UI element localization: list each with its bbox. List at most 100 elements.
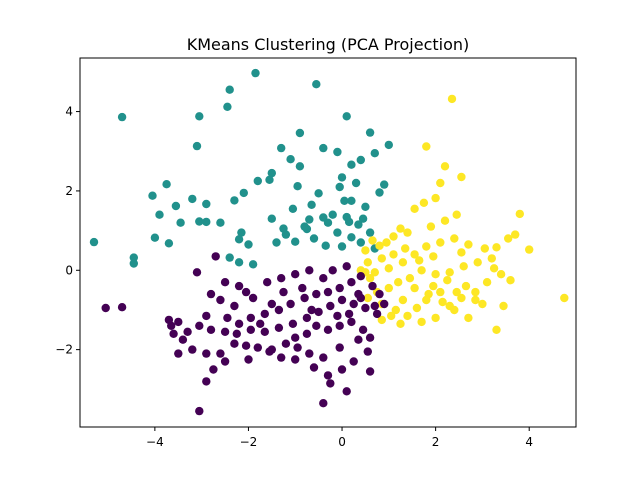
scatter-point-s2-48: [347, 278, 356, 287]
scatter-point-s2-85: [169, 329, 178, 338]
scatter-point-s0-68: [164, 239, 174, 248]
scatter-point-s0-29: [253, 176, 262, 186]
scatter-point-s2-79: [333, 311, 342, 321]
scatter-point-s0-22: [333, 147, 342, 157]
scatter-point-s0-61: [365, 228, 375, 237]
scatter-point-s1-14: [382, 238, 391, 247]
scatter-point-s2-55: [349, 299, 358, 309]
scatter-point-s2-56: [337, 295, 347, 305]
scatter-point-s0-60: [356, 238, 365, 247]
scatter-point-s1-31: [504, 234, 513, 243]
scatter-point-s0-63: [234, 235, 244, 244]
scatter-point-s1-16: [368, 236, 377, 245]
x-tick-label: −2: [240, 435, 258, 449]
scatter-point-s0-6: [188, 194, 197, 204]
scatter-point-s1-29: [480, 244, 489, 253]
scatter-point-s1-52: [457, 293, 466, 303]
scatter-point-s1-65: [387, 311, 396, 321]
scatter-point-s2-10: [302, 329, 312, 338]
scatter-point-s1-23: [398, 258, 408, 267]
x-tick-label: 0: [338, 435, 346, 449]
scatter-point-s1-27: [450, 234, 459, 243]
scatter-point-s0-58: [291, 237, 300, 246]
scatter-point-s0-54: [333, 228, 342, 237]
scatter-point-s2-42: [274, 305, 284, 315]
scatter-point-s0-59: [337, 242, 347, 251]
scatter-point-s1-72: [560, 293, 569, 303]
scatter-point-s0-9: [202, 199, 211, 209]
scatter-point-s2-36: [195, 321, 204, 330]
scatter-point-s1-9: [440, 216, 450, 225]
scatter-point-s2-70: [248, 293, 258, 303]
scatter-point-s0-30: [239, 188, 248, 198]
scatter-point-s1-0: [447, 94, 457, 104]
scatter-point-s2-50: [368, 281, 377, 291]
scatter-point-s1-71: [461, 281, 471, 291]
scatter-point-s0-37: [335, 182, 344, 192]
scatter-point-s0-33: [237, 228, 246, 237]
scatter-point-s1-85: [478, 299, 487, 309]
scatter-point-s2-75: [319, 274, 328, 283]
scatter-point-s1-10: [426, 222, 436, 231]
scatter-point-s0-27: [295, 162, 305, 171]
scatter-point-s2-28: [216, 349, 225, 358]
scatter-point-s1-45: [363, 293, 372, 303]
scatter-point-s1-5: [431, 193, 440, 203]
scatter-point-s1-47: [391, 305, 400, 315]
scatter-point-s2-2: [209, 365, 218, 374]
scatter-point-s0-10: [192, 141, 202, 151]
scatter-point-s2-100: [241, 287, 251, 297]
scatter-point-s1-4: [436, 178, 445, 188]
scatter-point-s0-32: [216, 218, 225, 227]
scatter-point-s2-18: [349, 357, 358, 366]
scatter-point-s0-5: [176, 218, 185, 227]
scatter-point-s2-3: [220, 357, 230, 366]
scatter-point-s1-58: [492, 325, 501, 334]
scatter-point-s2-69: [234, 281, 244, 291]
scatter-point-s2-71: [263, 278, 272, 287]
scatter-point-s1-39: [431, 270, 440, 279]
scatter-point-s1-13: [389, 232, 398, 241]
scatter-point-s2-76: [328, 266, 337, 275]
scatter-point-s1-35: [487, 254, 496, 263]
scatter-point-s2-77: [342, 262, 351, 271]
scatter-point-s2-101: [183, 327, 192, 336]
scatter-point-s2-11: [312, 321, 321, 330]
scatter-point-s2-65: [223, 313, 232, 323]
scatter-point-s0-56: [323, 218, 333, 227]
scatter-point-s1-83: [436, 287, 445, 297]
y-tick-label: 2: [65, 184, 73, 198]
chart-title: KMeans Clustering (PCA Projection): [187, 35, 470, 54]
scatter-point-s2-73: [291, 270, 300, 279]
scatter-point-s2-0: [195, 406, 204, 416]
scatter-point-s0-16: [342, 112, 351, 121]
scatter-point-s2-72: [277, 274, 286, 283]
scatter-point-s2-93: [293, 343, 302, 352]
scatter-point-s2-54: [361, 303, 370, 313]
y-axis-ticks: −2 0 2 4: [55, 105, 80, 357]
scatter-point-s2-15: [358, 325, 368, 334]
scatter-point-s1-37: [459, 262, 468, 271]
scatter-point-s2-17: [363, 347, 372, 356]
scatter-point-s1-81: [389, 250, 398, 259]
scatter-point-s2-23: [305, 349, 314, 358]
scatter-point-s2-29: [202, 349, 211, 358]
scatter-point-s2-80: [298, 283, 307, 293]
scatter-point-s2-6: [253, 343, 262, 352]
scatter-point-s0-41: [380, 180, 389, 189]
scatter-point-s2-32: [178, 335, 188, 344]
scatter-point-s2-68: [220, 278, 230, 287]
scatter-point-s1-77: [415, 256, 424, 265]
scatter-point-s0-36: [314, 189, 323, 198]
scatter-point-s2-47: [335, 283, 344, 293]
scatter-point-s1-70: [443, 276, 452, 285]
y-tick-label: 4: [65, 105, 73, 119]
scatter-point-s0-4: [171, 201, 181, 211]
scatter-point-s0-64: [244, 240, 253, 249]
scatter-point-s1-79: [365, 274, 375, 283]
scatter-point-s1-63: [410, 283, 419, 293]
scatter-point-s2-49: [356, 272, 365, 281]
scatter-point-s2-26: [265, 347, 274, 356]
scatter-point-s2-13: [335, 321, 344, 330]
